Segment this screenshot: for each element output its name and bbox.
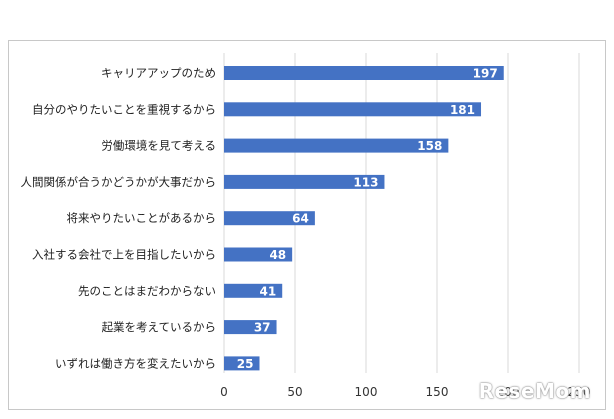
bar	[224, 247, 293, 262]
bar	[224, 138, 449, 153]
category-label: いずれは働き方を変えたいから	[55, 356, 216, 370]
category-label: 人間関係が合うかどうかが大事だから	[21, 175, 217, 189]
value-label: 64	[292, 212, 309, 226]
value-label: 197	[473, 67, 498, 81]
bar	[224, 102, 482, 117]
category-label: 将来やりたいことがあるから	[67, 211, 217, 225]
category-label: 自分のやりたいことを重視するから	[32, 102, 216, 116]
category-labels: キャリアアップのため自分のやりたいことを重視するから労働環境を見て考える人間関係…	[21, 66, 217, 370]
watermark-logo: ReseMom	[478, 379, 591, 403]
x-tick-label: 150	[426, 385, 449, 399]
value-label: 48	[269, 248, 286, 262]
value-label: 25	[237, 357, 254, 371]
value-label: 158	[417, 139, 442, 153]
chart-frame: キャリアアップのため自分のやりたいことを重視するから労働環境を見て考える人間関係…	[8, 40, 606, 410]
bar	[224, 174, 385, 189]
x-tick-label: 50	[287, 385, 302, 399]
bar	[224, 283, 283, 298]
value-label: 37	[254, 321, 271, 335]
bars	[224, 66, 504, 371]
x-tick-labels: 0 50 100 150 200 250	[220, 385, 590, 399]
value-label: 41	[260, 284, 277, 298]
category-label: キャリアアップのため	[101, 66, 216, 80]
category-label: 労働環境を見て考える	[101, 139, 216, 153]
category-label: 起業を考えているから	[102, 320, 216, 334]
x-tick-label: 250	[568, 385, 591, 399]
value-labels: 197 181 158 113 64 48 41 37 25	[237, 67, 498, 371]
category-label: 先のことはまだわからない	[78, 284, 216, 298]
x-tick-label: 100	[355, 385, 378, 399]
x-tick-label: 200	[497, 385, 520, 399]
bar	[224, 66, 504, 80]
category-label: 入社する会社で上を目指したいから	[32, 248, 216, 262]
bar	[224, 320, 277, 335]
bar	[224, 211, 315, 226]
value-label: 181	[450, 103, 475, 117]
x-tick-label: 0	[220, 385, 228, 399]
value-label: 113	[353, 175, 378, 189]
bar	[224, 356, 260, 371]
bar-chart: キャリアアップのため自分のやりたいことを重視するから労働環境を見て考える人間関係…	[21, 53, 590, 399]
